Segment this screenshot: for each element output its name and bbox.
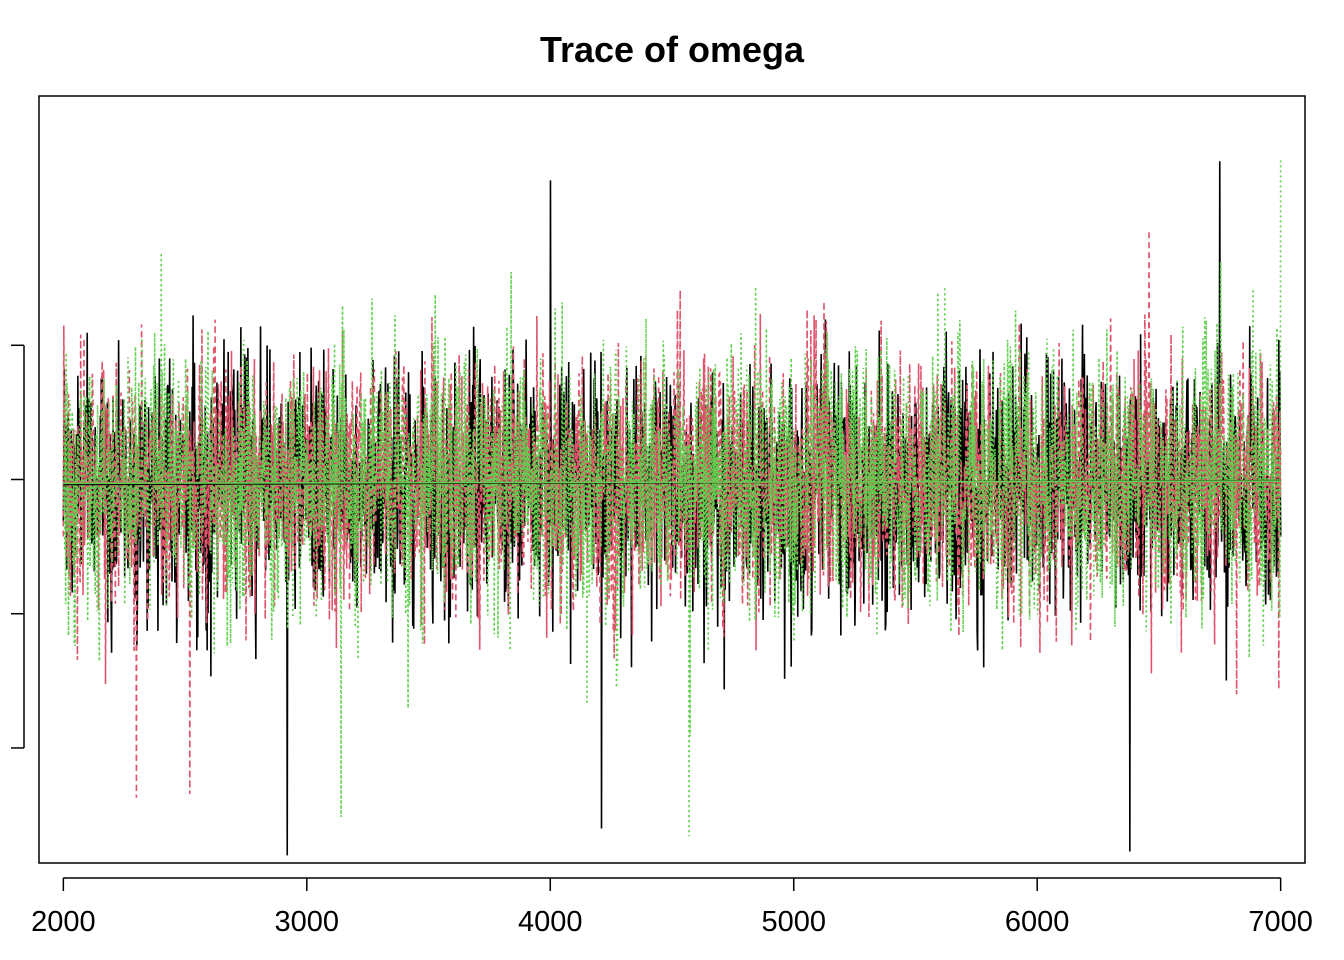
chart-title: Trace of omega [540, 29, 805, 70]
trace-series-3 [62, 157, 1282, 837]
x-tick-label-5000: 5000 [761, 906, 826, 938]
series-layer [62, 157, 1282, 856]
x-tick-label-2000: 2000 [31, 906, 96, 938]
running-mean-3 [63, 480, 1281, 485]
x-tick-label-4000: 4000 [518, 906, 583, 938]
plot-frame [38, 95, 1306, 864]
running-mean-layer [63, 479, 1281, 486]
x-tick-label-6000: 6000 [1005, 906, 1070, 938]
x-tick-label-7000: 7000 [1248, 906, 1313, 938]
x-tick-label-3000: 3000 [275, 906, 340, 938]
axes: 2000 3000 4000 5000 6000 7000 [11, 344, 1313, 938]
